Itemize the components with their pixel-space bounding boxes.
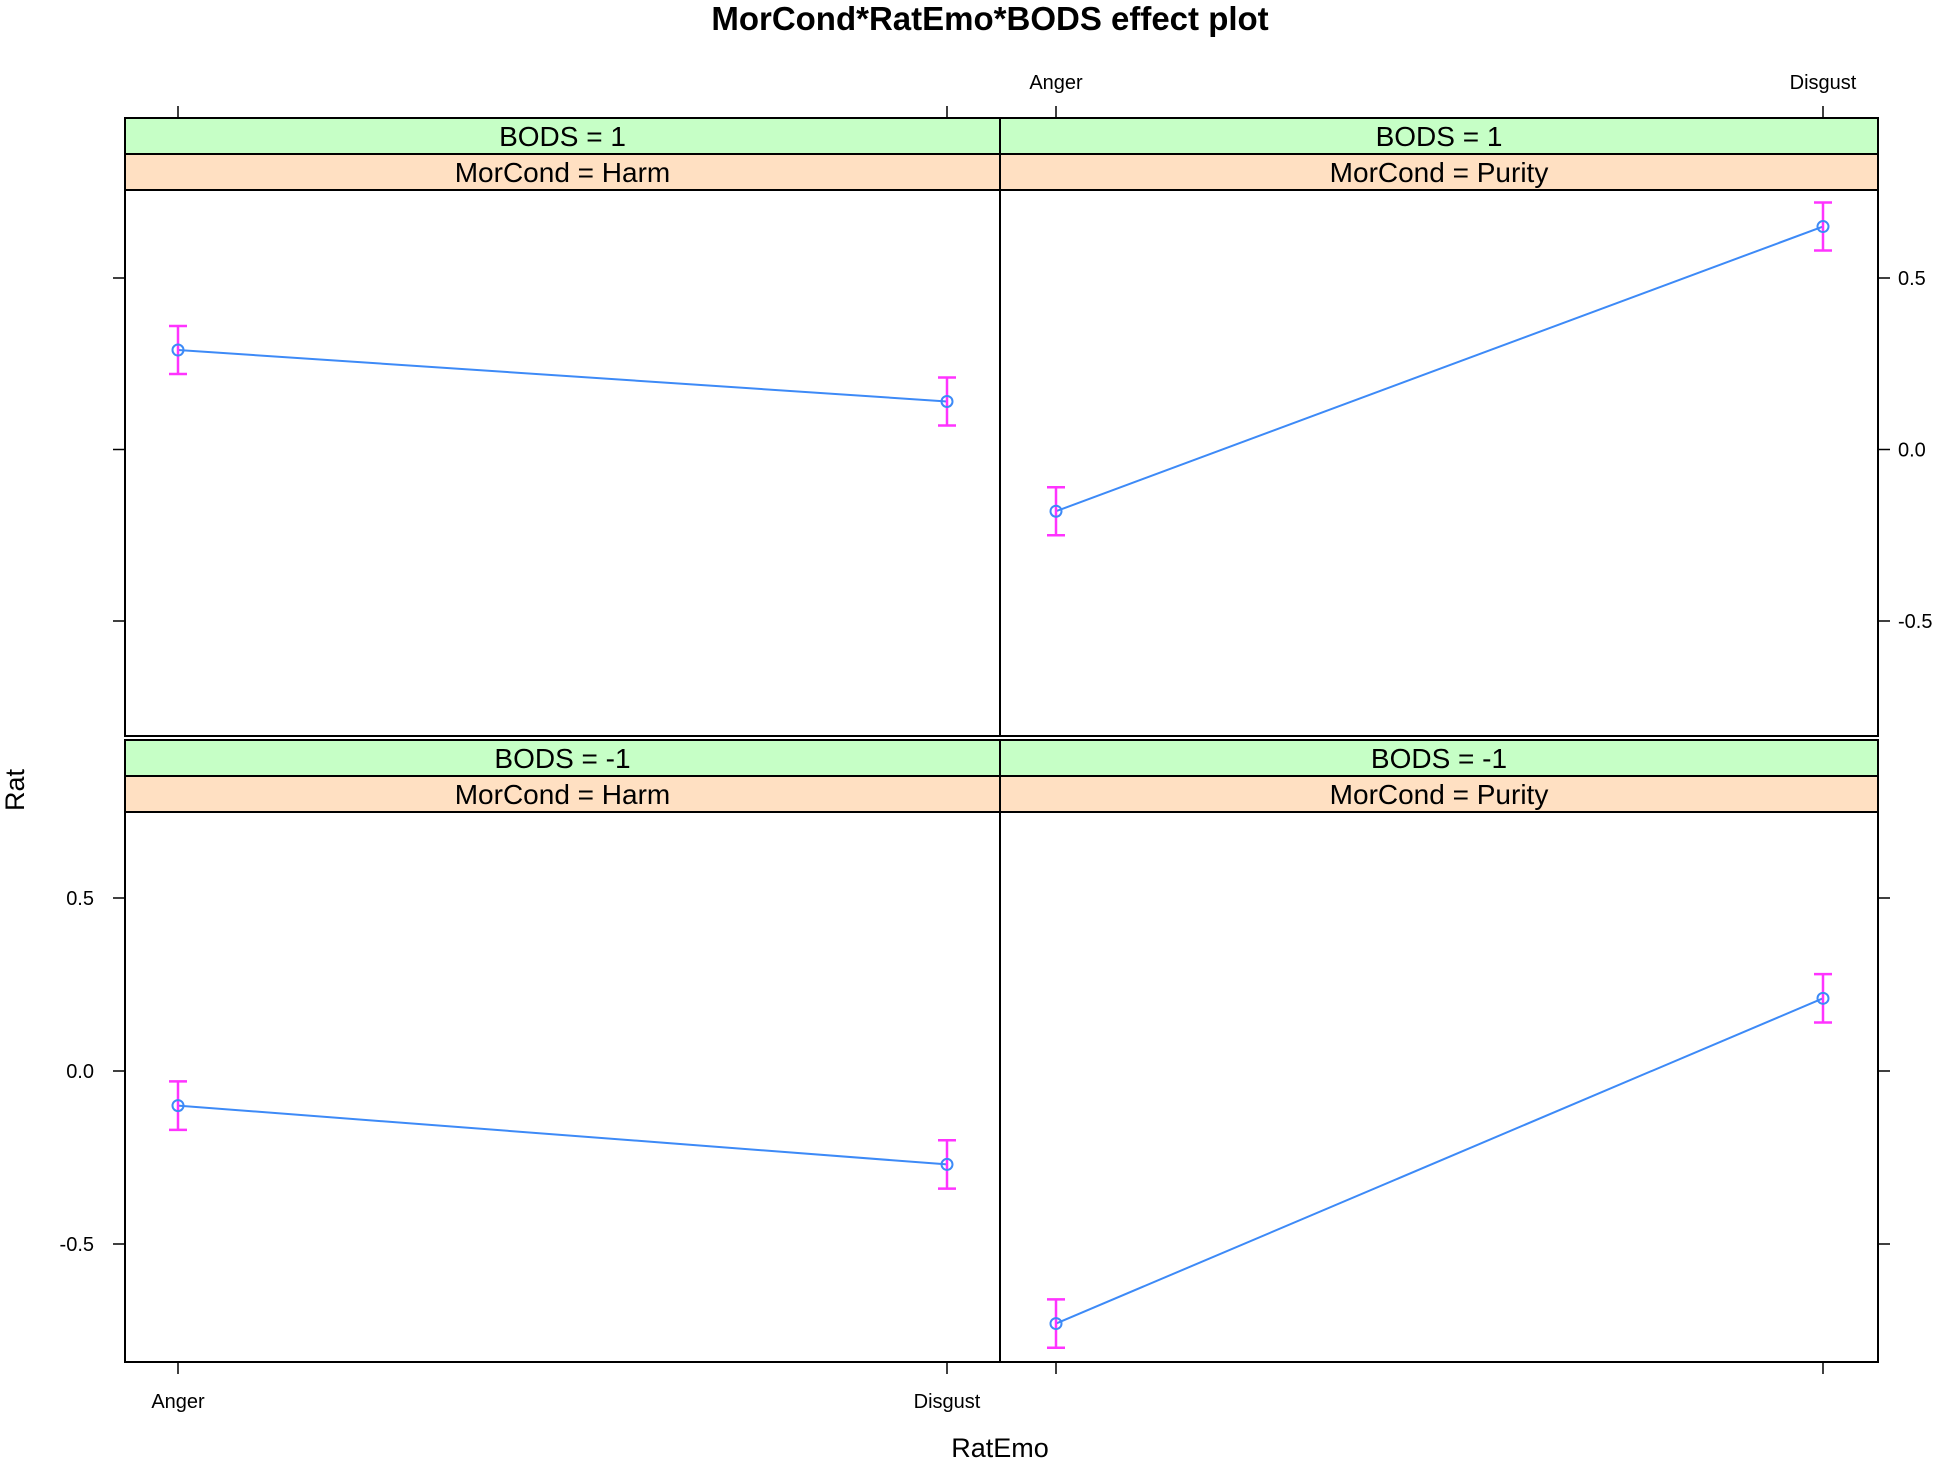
strip-bods-label: BODS = 1 xyxy=(1376,121,1503,152)
panel-frame xyxy=(124,811,1001,1363)
strip-morcond-label: MorCond = Harm xyxy=(455,779,671,810)
strip-morcond xyxy=(124,153,1001,191)
y-tick-label-left: -0.5 xyxy=(60,1234,94,1256)
y-tick-label-left: 0.0 xyxy=(66,1061,94,1083)
data-point xyxy=(171,343,185,357)
x-tick-label-top: Disgust xyxy=(1790,72,1857,94)
strip-morcond-label: MorCond = Harm xyxy=(455,157,671,188)
strip-bods xyxy=(124,117,1001,155)
strip-bods-label: BODS = -1 xyxy=(1371,743,1507,774)
panel-frame xyxy=(124,189,1001,737)
data-point xyxy=(1816,991,1830,1005)
strip-morcond xyxy=(124,775,1001,813)
x-tick-label-top: Anger xyxy=(1029,72,1083,94)
panel-frame xyxy=(999,811,1879,1363)
data-point xyxy=(940,394,954,408)
data-point xyxy=(940,1157,954,1171)
data-point xyxy=(1049,504,1063,518)
chart-title: MorCond*RatEmo*BODS effect plot xyxy=(711,0,1268,37)
series-line xyxy=(177,1104,948,1166)
x-axis-label: RatEmo xyxy=(951,1433,1049,1463)
x-tick-label-bottom: Anger xyxy=(151,1391,205,1413)
strip-morcond xyxy=(999,775,1879,813)
x-tick-label-bottom: Disgust xyxy=(914,1391,981,1413)
y-tick-label-right: 0.5 xyxy=(1898,268,1926,290)
panels-layer: BODS = 1 MorCond = Harm BODS = 1 MorCond = … xyxy=(60,72,1933,1413)
data-point xyxy=(1049,1317,1063,1331)
data-point xyxy=(171,1099,185,1113)
series-line xyxy=(1055,225,1824,513)
data-point xyxy=(1816,220,1830,234)
strip-bods-label: BODS = -1 xyxy=(494,743,630,774)
strip-morcond-label: MorCond = Purity xyxy=(1330,779,1549,810)
y-axis-label: Rat xyxy=(0,769,30,812)
strip-morcond xyxy=(999,153,1879,191)
y-tick-label-left: 0.5 xyxy=(66,888,94,910)
panel-frame xyxy=(999,189,1879,737)
y-tick-label-right: 0.0 xyxy=(1898,440,1926,462)
series-line xyxy=(177,349,948,403)
strip-bods-label: BODS = 1 xyxy=(499,121,626,152)
y-tick-label-right: -0.5 xyxy=(1898,611,1932,633)
series-line xyxy=(1055,997,1824,1325)
strip-morcond-label: MorCond = Purity xyxy=(1330,157,1549,188)
